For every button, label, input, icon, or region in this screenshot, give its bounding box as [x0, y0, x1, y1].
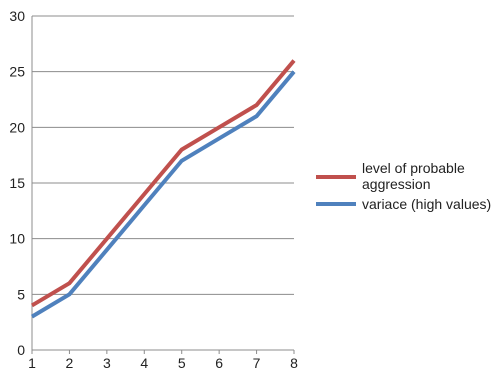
x-tick-label-7: 7 [253, 355, 261, 371]
x-tick-label-2: 2 [66, 355, 74, 371]
x-tick-labels: 1 2 3 4 5 6 7 8 [28, 355, 298, 371]
y-tick-label-0: 0 [17, 342, 25, 358]
series-line-1 [30, 70, 296, 319]
y-tick-label-5: 5 [17, 286, 25, 302]
legend-label-variance: variace (high values) [362, 196, 492, 212]
legend-label-aggression: level of probable aggression [362, 160, 465, 192]
legend-swatch-variance [316, 202, 356, 206]
series-line-0 [30, 59, 296, 308]
y-tick-label-15: 15 [9, 175, 25, 191]
x-tick-label-8: 8 [290, 355, 298, 371]
series-lines [30, 59, 296, 319]
gridlines [32, 15, 294, 295]
legend-swatch-aggression [316, 175, 356, 179]
legend: level of probable aggression variace (hi… [316, 160, 500, 216]
y-tick-labels: 0 5 10 15 20 25 30 [9, 8, 25, 358]
x-tick-label-1: 1 [28, 355, 36, 371]
x-tick-label-4: 4 [140, 355, 148, 371]
axes [31, 16, 295, 354]
y-tick-label-10: 10 [9, 231, 25, 247]
legend-item-variance: variace (high values) [316, 196, 500, 212]
y-tick-label-20: 20 [9, 119, 25, 135]
x-tick-label-6: 6 [215, 355, 223, 371]
legend-item-aggression: level of probable aggression [316, 160, 500, 192]
y-tick-label-25: 25 [9, 64, 25, 80]
x-tick-label-5: 5 [178, 355, 186, 371]
y-tick-label-30: 30 [9, 8, 25, 24]
x-tick-label-3: 3 [103, 355, 111, 371]
